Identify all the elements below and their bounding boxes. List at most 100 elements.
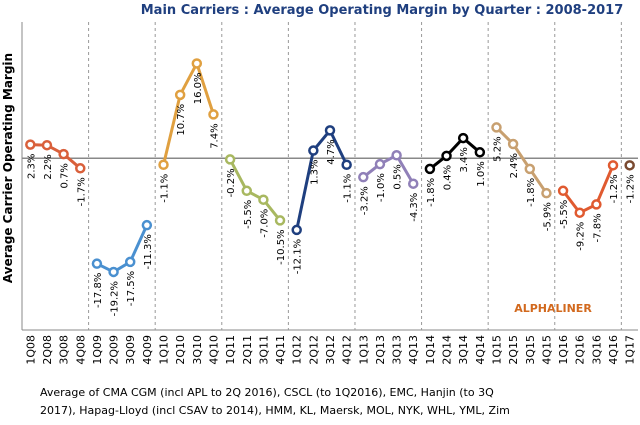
x-tick-label: 3Q14 <box>457 335 470 365</box>
point <box>324 125 336 136</box>
series-line <box>428 136 481 171</box>
x-tick-label: 4Q16 <box>607 335 620 365</box>
point <box>624 160 635 171</box>
value-label: -3.2% <box>359 186 370 215</box>
value-label: -17.8% <box>93 273 104 308</box>
value-label: -10.5% <box>276 229 287 264</box>
value-label: -1.0% <box>376 173 387 202</box>
value-label: -12.1% <box>293 239 304 274</box>
value-label: -1.7% <box>76 177 87 206</box>
point <box>75 163 86 174</box>
point <box>607 160 619 171</box>
point <box>191 58 203 69</box>
value-label: -5.5% <box>559 200 570 229</box>
x-tick-label: 4Q13 <box>407 335 420 365</box>
annotation: ALPHALINER <box>514 302 592 315</box>
point <box>58 148 69 160</box>
series-line <box>162 59 215 166</box>
value-label: 2.3% <box>26 154 37 179</box>
value-label: 10.7% <box>176 104 187 136</box>
value-label: 2.2% <box>43 154 54 179</box>
series-line <box>362 153 415 185</box>
point <box>474 147 486 158</box>
x-tick-label: 3Q09 <box>124 335 137 365</box>
value-label: -0.2% <box>226 168 237 197</box>
point <box>574 207 585 218</box>
value-label: -1.8% <box>526 178 537 207</box>
point <box>224 154 236 165</box>
point <box>391 150 402 161</box>
x-tick-label: 4Q12 <box>341 335 354 365</box>
x-tick-label: 4Q08 <box>74 335 87 365</box>
point <box>358 171 369 183</box>
point <box>91 258 103 269</box>
x-tick-label: 1Q08 <box>24 335 37 365</box>
value-label: -11.3% <box>143 234 154 269</box>
x-tick-label: 4Q15 <box>540 335 553 365</box>
x-tick-label: 2Q08 <box>41 335 54 365</box>
x-tick-label: 3Q16 <box>590 335 603 365</box>
value-label: -1.1% <box>343 174 354 203</box>
x-tick-label: 1Q14 <box>424 335 437 365</box>
value-label: -4.3% <box>409 193 420 222</box>
x-tick-label: 3Q15 <box>524 335 537 365</box>
point <box>308 145 319 156</box>
series-line <box>561 164 615 215</box>
value-label: -19.2% <box>110 281 121 316</box>
x-tick-label: 1Q09 <box>91 335 104 365</box>
value-label: -1.8% <box>426 178 437 207</box>
point <box>241 185 253 197</box>
value-label: 4.7% <box>326 139 337 164</box>
point <box>424 163 436 175</box>
point <box>591 199 602 210</box>
value-label: 3.4% <box>459 147 470 172</box>
x-tick-label: 2Q14 <box>441 335 454 365</box>
x-tick-label: 4Q10 <box>207 335 220 365</box>
series-line <box>96 224 149 274</box>
value-label: 7.4% <box>209 123 220 148</box>
value-label: -1.2% <box>609 174 620 203</box>
y-axis-label: Average Carrier Operating Margin <box>1 53 15 283</box>
point <box>291 224 302 236</box>
chart-title: Main Carriers : Average Operating Margin… <box>141 3 624 18</box>
value-label: 1.3% <box>309 160 320 185</box>
point <box>557 185 569 197</box>
footnote: 2017), Hapag-Lloyd (incl CSAV to 2014), … <box>40 404 510 417</box>
value-label: -17.5% <box>126 271 137 306</box>
x-tick-label: 4Q09 <box>141 335 154 365</box>
value-label: -5.5% <box>243 200 254 229</box>
point <box>124 256 136 268</box>
x-tick-label: 2Q13 <box>374 335 387 365</box>
point <box>25 139 36 150</box>
footnote: Average of CMA CGM (incl APL to 2Q 2016)… <box>40 386 494 399</box>
point <box>507 138 519 150</box>
x-tick-label: 3Q10 <box>191 335 204 365</box>
point <box>108 266 119 278</box>
point <box>441 150 452 162</box>
x-tick-label: 3Q08 <box>58 335 71 365</box>
point <box>174 89 186 101</box>
point <box>541 187 552 199</box>
point <box>491 122 502 133</box>
x-tick-label: 1Q15 <box>490 335 503 365</box>
x-tick-label: 1Q10 <box>158 335 171 365</box>
point <box>41 139 53 151</box>
x-tick-label: 1Q11 <box>224 335 237 365</box>
value-label: -1.2% <box>626 174 637 203</box>
value-label: -1.1% <box>160 174 171 203</box>
x-tick-label: 4Q14 <box>474 335 487 365</box>
point <box>258 194 269 205</box>
x-tick-label: 4Q11 <box>274 335 287 365</box>
x-tick-label: 3Q13 <box>391 335 404 365</box>
value-label: 16.0% <box>193 72 204 104</box>
value-label: 5.2% <box>492 136 503 161</box>
series-line <box>495 126 548 195</box>
x-tick-label: 2Q09 <box>108 335 121 365</box>
point <box>524 163 536 175</box>
x-tick-label: 2Q15 <box>507 335 520 365</box>
series-line <box>295 127 348 231</box>
x-tick-label: 3Q11 <box>257 335 270 365</box>
value-label: -5.9% <box>542 202 553 231</box>
series-line <box>228 158 282 222</box>
